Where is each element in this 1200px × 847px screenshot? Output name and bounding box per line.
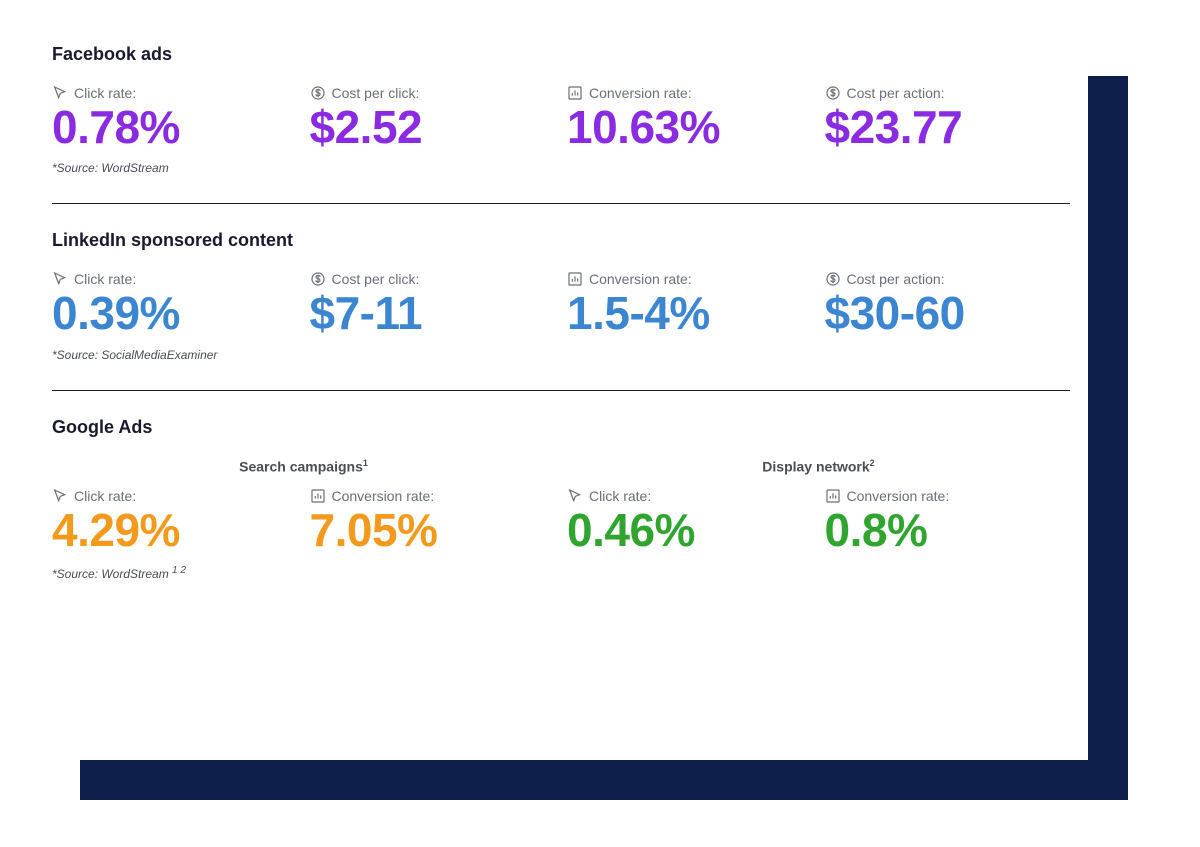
metric-cost-per-click: Cost per click: $2.52 (310, 85, 556, 151)
metric-label-text: Cost per click: (332, 85, 420, 101)
metric-display-conversion-rate: Conversion rate: 0.8% (825, 488, 1071, 554)
metric-value: $30-60 (825, 289, 1071, 337)
frame-bottom (80, 760, 1128, 800)
source-prefix: *Source: (52, 348, 101, 362)
section-title: Google Ads (52, 417, 1070, 438)
bars-icon (567, 271, 583, 287)
source-name: SocialMediaExaminer (101, 348, 217, 362)
metric-value: 0.39% (52, 289, 298, 337)
metric-label-text: Click rate: (74, 488, 136, 504)
metric-label: Conversion rate: (567, 85, 813, 101)
section-title: LinkedIn sponsored content (52, 230, 1070, 251)
metric-label: Cost per action: (825, 85, 1071, 101)
metric-label: Cost per click: (310, 271, 556, 287)
section-google: Google Ads Search campaigns1 Display net… (52, 417, 1070, 581)
metric-label: Click rate: (567, 488, 813, 504)
metric-label-text: Click rate: (74, 271, 136, 287)
metric-search-conversion-rate: Conversion rate: 7.05% (310, 488, 556, 554)
bars-icon (310, 488, 326, 504)
metric-label-text: Conversion rate: (589, 85, 692, 101)
infographic-content: Facebook ads Click rate: 0.78% Cost per … (52, 44, 1070, 737)
section-divider (52, 203, 1070, 204)
dollar-icon (310, 271, 326, 287)
metric-label-text: Cost per action: (847, 85, 945, 101)
cursor-icon (52, 488, 68, 504)
metric-value: 0.8% (825, 506, 1071, 554)
source-prefix: *Source: (52, 567, 101, 581)
bars-icon (567, 85, 583, 101)
metrics-row: Click rate: 0.78% Cost per click: $2.52 … (52, 85, 1070, 151)
metric-label: Cost per click: (310, 85, 556, 101)
sub-label-sup: 1 (363, 458, 368, 468)
dollar-icon (310, 85, 326, 101)
source-note: *Source: WordStream (52, 161, 1070, 175)
metric-display-click-rate: Click rate: 0.46% (567, 488, 813, 554)
metric-label: Click rate: (52, 85, 298, 101)
metric-label-text: Conversion rate: (589, 271, 692, 287)
metric-label: Cost per action: (825, 271, 1071, 287)
metric-conversion-rate: Conversion rate: 10.63% (567, 85, 813, 151)
metric-click-rate: Click rate: 0.39% (52, 271, 298, 337)
sub-label-sup: 2 (870, 458, 875, 468)
metric-label: Conversion rate: (825, 488, 1071, 504)
frame-right (1088, 76, 1128, 800)
metrics-row: Click rate: 0.39% Cost per click: $7-11 … (52, 271, 1070, 337)
dollar-icon (825, 85, 841, 101)
metric-conversion-rate: Conversion rate: 1.5-4% (567, 271, 813, 337)
source-name: WordStream (101, 161, 168, 175)
cursor-icon (52, 271, 68, 287)
metric-label: Click rate: (52, 271, 298, 287)
source-note: *Source: SocialMediaExaminer (52, 348, 1070, 362)
section-facebook: Facebook ads Click rate: 0.78% Cost per … (52, 44, 1070, 175)
bars-icon (825, 488, 841, 504)
metric-cost-per-action: Cost per action: $23.77 (825, 85, 1071, 151)
metric-value: $2.52 (310, 103, 556, 151)
metric-value: 1.5-4% (567, 289, 813, 337)
section-title: Facebook ads (52, 44, 1070, 65)
source-sup: 1 2 (172, 565, 186, 576)
metric-label-text: Cost per click: (332, 271, 420, 287)
metric-label-text: Conversion rate: (847, 488, 950, 504)
metric-cost-per-click: Cost per click: $7-11 (310, 271, 556, 337)
metric-label-text: Click rate: (74, 85, 136, 101)
metric-value: 0.78% (52, 103, 298, 151)
metric-label: Conversion rate: (567, 271, 813, 287)
metric-label: Conversion rate: (310, 488, 556, 504)
metric-label-text: Click rate: (589, 488, 651, 504)
section-linkedin: LinkedIn sponsored content Click rate: 0… (52, 230, 1070, 361)
metric-cost-per-action: Cost per action: $30-60 (825, 271, 1071, 337)
source-note: *Source: WordStream 1 2 (52, 565, 1070, 581)
cursor-icon (567, 488, 583, 504)
metric-label: Click rate: (52, 488, 298, 504)
section-divider (52, 390, 1070, 391)
sub-label-display: Display network2 (567, 458, 1070, 475)
metric-search-click-rate: Click rate: 4.29% (52, 488, 298, 554)
sub-label-text: Search campaigns (239, 458, 363, 474)
metric-value: 7.05% (310, 506, 556, 554)
source-name: WordStream (101, 567, 172, 581)
metric-value: 10.63% (567, 103, 813, 151)
dollar-icon (825, 271, 841, 287)
cursor-icon (52, 85, 68, 101)
metric-value: 4.29% (52, 506, 298, 554)
source-prefix: *Source: (52, 161, 101, 175)
metric-label-text: Conversion rate: (332, 488, 435, 504)
metric-value: $7-11 (310, 289, 556, 337)
sub-label-search: Search campaigns1 (52, 458, 555, 475)
metric-click-rate: Click rate: 0.78% (52, 85, 298, 151)
sub-label-text: Display network (762, 458, 869, 474)
sub-labels-row: Search campaigns1 Display network2 (52, 458, 1070, 475)
metric-label-text: Cost per action: (847, 271, 945, 287)
metric-value: $23.77 (825, 103, 1071, 151)
metrics-row: Click rate: 4.29% Conversion rate: 7.05%… (52, 488, 1070, 554)
metric-value: 0.46% (567, 506, 813, 554)
